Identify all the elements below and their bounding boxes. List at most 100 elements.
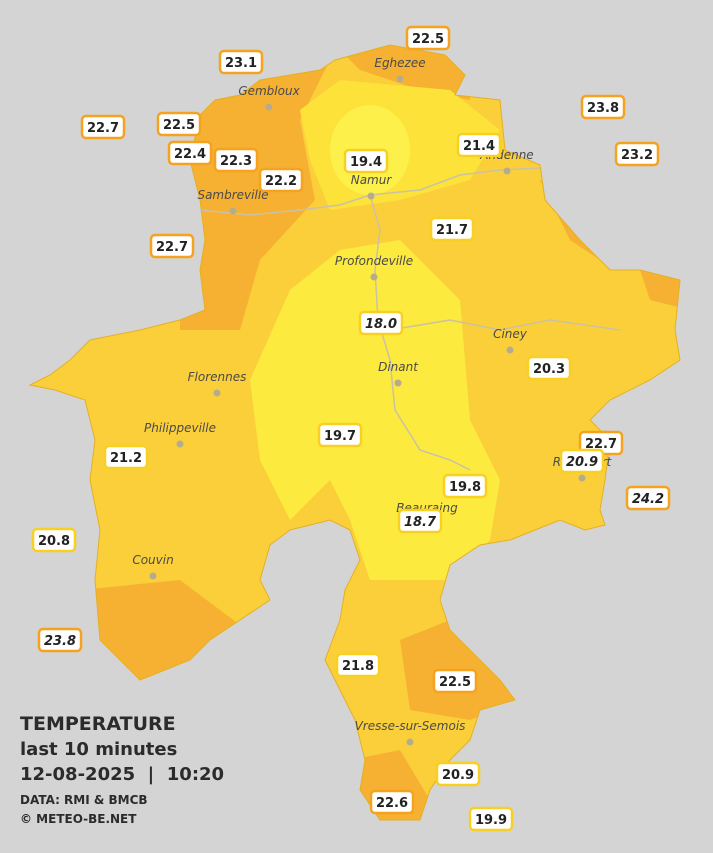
station-box [258,167,304,193]
station: 22.5 [405,25,451,51]
station: 21.4 [456,132,502,158]
station-box [80,114,126,140]
station-box [580,94,626,120]
town-dot [406,738,414,746]
station-box [559,448,605,474]
station-box [429,216,475,242]
station: 22.7 [149,233,195,259]
town-label: Profondeville [335,254,413,268]
town-label: Dinant [378,360,419,374]
station-value: 22.7 [156,240,188,255]
station-box [468,806,514,832]
station: 21.8 [335,652,381,678]
legend-source: DATA: RMI & BMCB [20,793,148,807]
station-value: 22.7 [585,437,617,452]
station: 22.5 [432,668,478,694]
town-dot [176,440,184,448]
station: 20.9 [559,448,605,474]
station-value: 18.0 [365,317,397,332]
station-value: 22.6 [376,796,408,811]
station: 18.7 [397,508,443,534]
station-value: 21.7 [436,223,468,238]
town-dot [370,273,378,281]
station-value: 22.3 [220,154,252,169]
station-box [103,444,149,470]
station-box [369,789,415,815]
station-box [432,668,478,694]
town-label: Philippeville [144,421,216,435]
station-value: 22.5 [439,675,471,690]
station-value: 20.8 [38,534,70,549]
station-box [335,652,381,678]
town-dot [229,207,237,215]
station-box [149,233,195,259]
station: 20.9 [435,761,481,787]
town-dot [149,572,157,580]
station: 23.8 [37,627,83,653]
station-value: 19.7 [324,429,356,444]
station: 22.2 [258,167,304,193]
station-value: 20.3 [533,362,565,377]
town-label: Couvin [132,553,173,567]
town-dot [578,474,586,482]
station: 23.8 [580,94,626,120]
station-value: 22.5 [163,118,195,133]
station-box [625,485,671,511]
station-value: 19.4 [350,155,382,170]
station: 20.3 [526,355,572,381]
station: 19.8 [442,473,488,499]
town-label: Florennes [188,370,247,384]
legend-title: TEMPERATURE [20,713,176,735]
station-value: 24.2 [632,492,664,507]
station: 20.8 [31,527,77,553]
station-value: 23.1 [225,56,257,71]
station: 23.2 [614,141,660,167]
station-value: 22.4 [174,147,206,162]
town-label: Namur [351,173,393,187]
town-label: Gembloux [238,84,300,98]
station-value: 19.9 [475,813,507,828]
station-box [167,140,213,166]
station-box [405,25,451,51]
station-value: 21.8 [342,659,374,674]
station-value: 21.4 [463,139,495,154]
station-value: 23.8 [44,634,76,649]
station: 22.5 [156,111,202,137]
town-dot [396,75,404,83]
station-box [358,310,404,336]
town-dot [265,103,273,111]
stations: 22.5 23.1 23.8 22.7 22.5 21.4 23.2 22.4 22.3 19.4… [31,25,671,832]
station-box [435,761,481,787]
station: 22.7 [80,114,126,140]
legend-datetime: 12-08-2025 | 10:20 [20,764,224,785]
town-label: Sambreville [197,188,268,202]
town-dot [394,379,402,387]
station: 18.0 [358,310,404,336]
town-dot [503,167,511,175]
station: 19.4 [343,148,389,174]
station-value: 23.2 [621,148,653,163]
station-value: 22.2 [265,174,297,189]
station-value: 20.9 [566,455,598,470]
town-label: Eghezee [374,56,425,70]
station-box [456,132,502,158]
station: 22.6 [369,789,415,815]
station: 19.9 [468,806,514,832]
station-value: 21.2 [110,451,142,466]
town-dot [213,389,221,397]
station: 21.7 [429,216,475,242]
station-box [526,355,572,381]
station-box [317,422,363,448]
station-box [343,148,389,174]
town-dot [506,346,514,354]
station: 23.1 [218,49,264,75]
station: 22.4 [167,140,213,166]
station-box [614,141,660,167]
town-dot [367,192,375,200]
station-box [397,508,443,534]
station: 22.3 [213,147,259,173]
station-value: 23.8 [587,101,619,116]
station-value: 22.5 [412,32,444,47]
legend-copyright: © METEO-BE.NET [20,812,137,826]
